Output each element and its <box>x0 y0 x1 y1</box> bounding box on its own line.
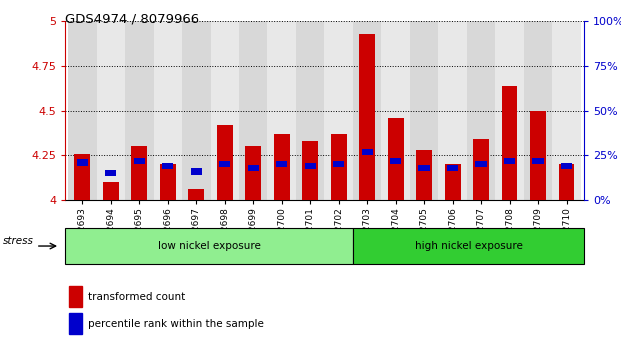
Bar <box>496 21 524 200</box>
Text: percentile rank within the sample: percentile rank within the sample <box>88 319 264 329</box>
Bar <box>69 286 83 307</box>
Bar <box>76 159 88 166</box>
Bar <box>447 165 458 171</box>
Bar <box>302 141 318 200</box>
Bar <box>219 161 230 167</box>
Bar <box>96 21 125 200</box>
Bar <box>416 150 432 200</box>
Bar <box>361 149 373 155</box>
Bar <box>524 21 553 200</box>
Bar <box>160 164 176 200</box>
Bar <box>103 182 119 200</box>
Bar <box>473 139 489 200</box>
Bar <box>132 147 147 200</box>
Bar <box>530 110 546 200</box>
Bar <box>476 161 487 167</box>
Text: GDS4974 / 8079966: GDS4974 / 8079966 <box>65 12 199 25</box>
Text: stress: stress <box>3 236 34 246</box>
Bar <box>381 21 410 200</box>
Bar <box>333 161 345 167</box>
Bar <box>438 21 467 200</box>
Bar <box>274 134 289 200</box>
Bar <box>353 228 584 264</box>
Bar <box>324 21 353 200</box>
Bar <box>390 158 401 164</box>
Bar <box>182 21 211 200</box>
Bar <box>239 21 268 200</box>
Bar <box>217 125 233 200</box>
Bar <box>559 164 574 200</box>
Bar <box>276 161 288 167</box>
Bar <box>445 164 461 200</box>
Bar <box>268 21 296 200</box>
Bar <box>245 147 261 200</box>
Bar <box>248 165 259 171</box>
Bar <box>304 163 316 169</box>
Bar <box>553 21 581 200</box>
Bar <box>296 21 324 200</box>
Bar <box>353 21 381 200</box>
Bar <box>388 118 404 200</box>
Bar <box>162 163 173 169</box>
Bar <box>125 21 153 200</box>
Text: transformed count: transformed count <box>88 291 185 302</box>
Bar <box>561 163 573 169</box>
Bar <box>134 158 145 164</box>
Bar <box>410 21 438 200</box>
Bar <box>467 21 496 200</box>
Bar <box>532 158 544 164</box>
Bar <box>331 134 347 200</box>
Bar <box>75 154 90 200</box>
Bar <box>65 228 353 264</box>
Bar <box>211 21 239 200</box>
Text: high nickel exposure: high nickel exposure <box>415 241 522 251</box>
Bar <box>68 21 96 200</box>
Bar <box>502 86 517 200</box>
Bar <box>419 165 430 171</box>
Text: low nickel exposure: low nickel exposure <box>158 241 261 251</box>
Bar <box>504 158 515 164</box>
Bar <box>191 168 202 175</box>
Bar <box>153 21 182 200</box>
Bar <box>188 189 204 200</box>
Bar <box>105 170 117 176</box>
Bar <box>69 313 83 334</box>
Bar <box>360 34 375 200</box>
